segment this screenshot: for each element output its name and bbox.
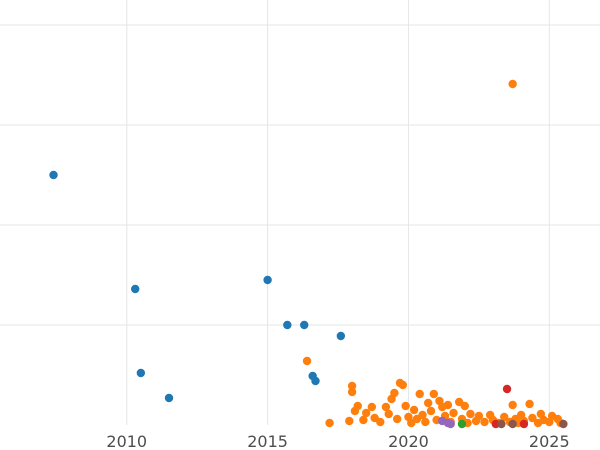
data-point — [559, 419, 568, 429]
data-point — [409, 405, 419, 415]
data-point — [302, 356, 312, 366]
data-point — [361, 408, 371, 418]
data-point — [359, 415, 368, 425]
x-tick-label: 2025 — [529, 432, 570, 450]
data-point — [347, 381, 357, 391]
data-point — [367, 402, 377, 412]
data-point — [415, 389, 424, 399]
data-point — [429, 389, 439, 399]
data-point — [519, 419, 529, 429]
data-point — [421, 417, 430, 427]
data-point — [443, 400, 453, 410]
data-point — [353, 401, 362, 411]
data-point — [508, 419, 517, 429]
data-point — [136, 368, 146, 378]
data-point — [502, 384, 512, 394]
x-axis-ticks: 2010 2015 2020 2025 — [106, 432, 569, 450]
data-point — [164, 393, 174, 403]
data-point — [376, 417, 385, 427]
data-point — [49, 170, 58, 180]
x-tick-label: 2015 — [247, 432, 288, 450]
x-tick-label: 2010 — [106, 432, 147, 450]
data-point — [263, 275, 272, 285]
data-point — [423, 398, 433, 408]
data-points — [49, 79, 568, 429]
data-point — [384, 409, 393, 419]
data-point — [325, 418, 334, 428]
data-point — [497, 419, 506, 429]
data-point — [336, 331, 346, 341]
data-point — [508, 79, 517, 89]
data-point — [426, 406, 436, 416]
data-point — [401, 401, 410, 411]
data-point — [390, 388, 399, 398]
data-point — [480, 417, 489, 427]
data-point — [508, 400, 517, 410]
data-point — [418, 410, 427, 420]
data-point — [525, 399, 534, 409]
data-point — [381, 402, 391, 412]
data-point — [398, 380, 408, 390]
data-point — [528, 413, 537, 423]
data-point — [300, 320, 309, 330]
data-point — [466, 409, 475, 419]
data-point — [283, 320, 292, 330]
data-point — [460, 401, 469, 411]
data-point — [446, 419, 455, 429]
data-point — [392, 414, 402, 424]
grid — [0, 0, 600, 425]
data-point — [131, 284, 140, 294]
data-point — [347, 387, 357, 397]
x-tick-label: 2020 — [388, 432, 429, 450]
data-point — [449, 408, 458, 418]
data-point — [457, 419, 467, 429]
data-point — [345, 416, 354, 426]
data-point — [500, 412, 509, 422]
data-point — [311, 376, 320, 386]
data-point — [474, 411, 484, 421]
